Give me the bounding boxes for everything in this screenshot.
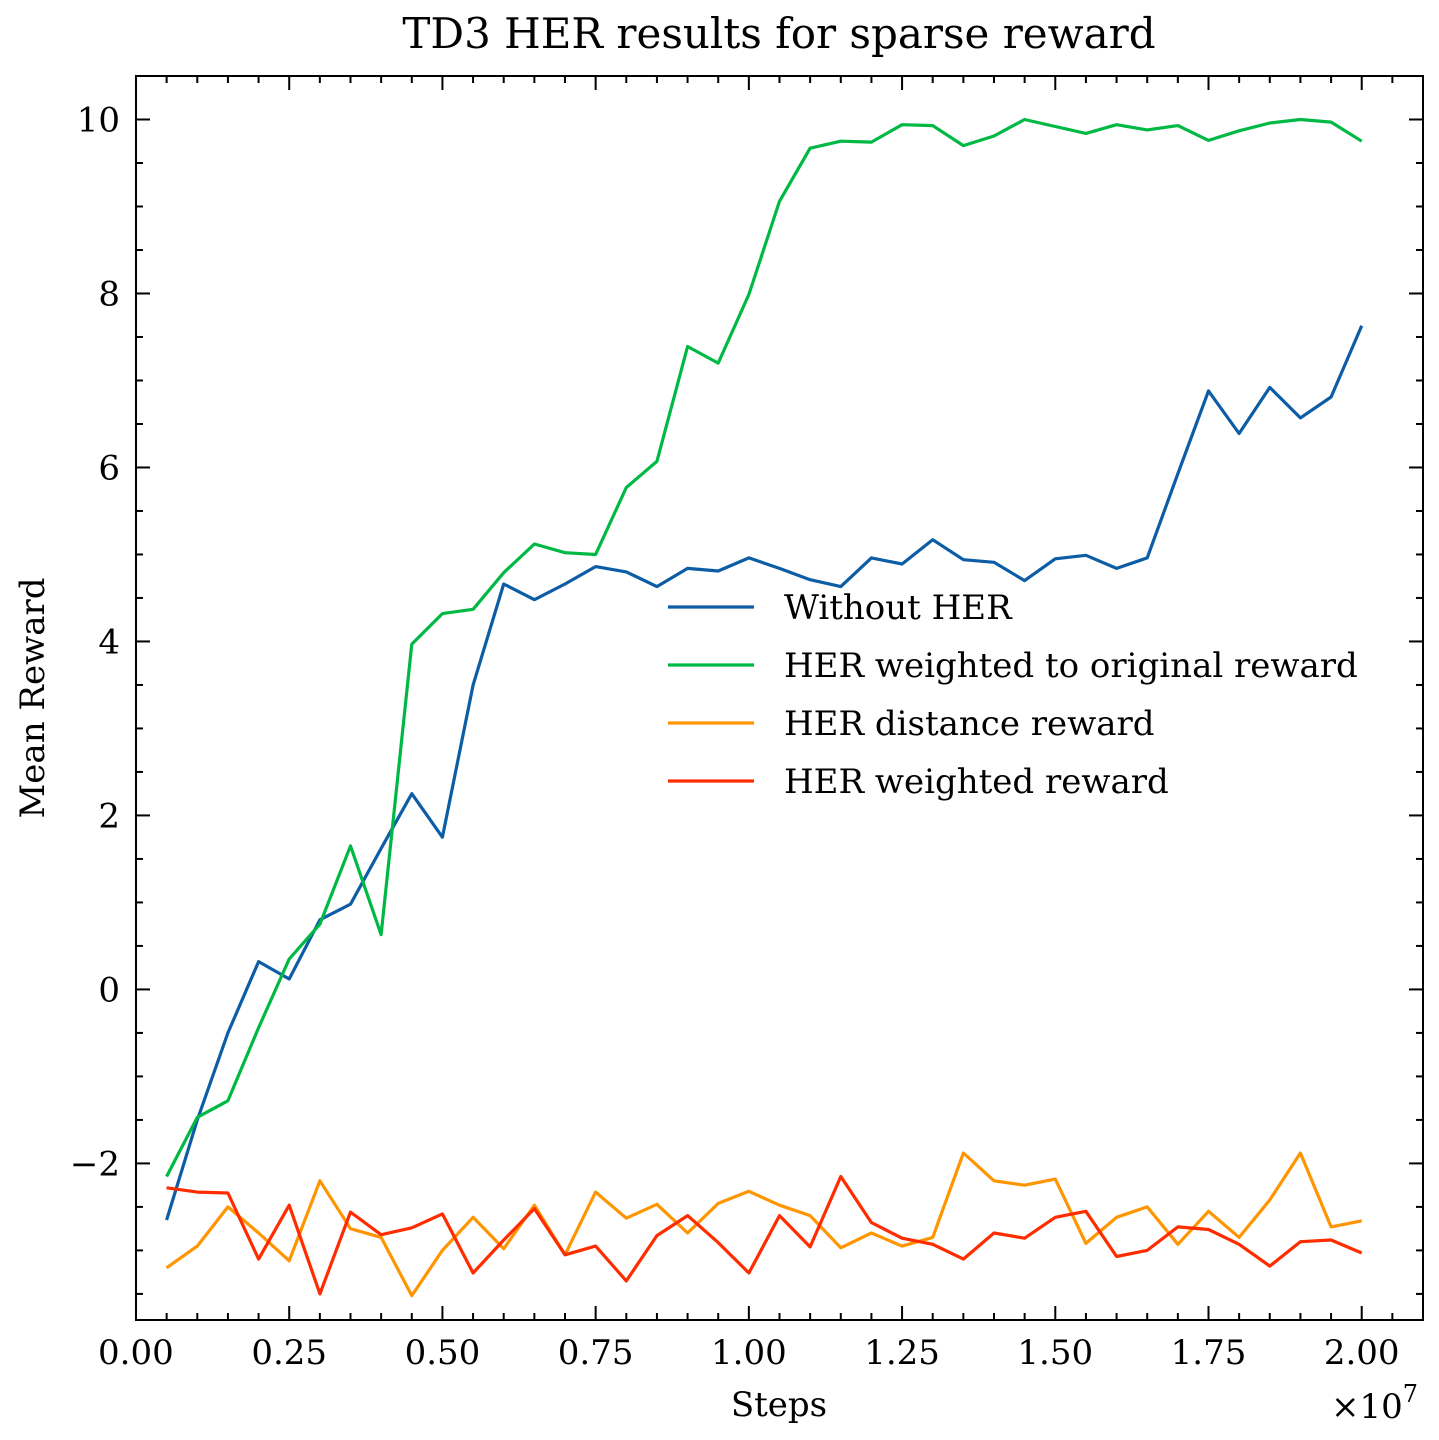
- series-line-3: [165, 1151, 1363, 1298]
- x-tick-label: 1.00: [711, 1333, 787, 1373]
- x-tick-label: 1.25: [864, 1333, 940, 1373]
- x-tick-label: 2.00: [1324, 1333, 1400, 1373]
- legend-label: HER distance reward: [784, 704, 1155, 744]
- legend-label: HER weighted to original reward: [784, 646, 1358, 686]
- x-multiplier: ×107: [1331, 1380, 1418, 1427]
- series-line-2: [165, 117, 1363, 1178]
- y-tick-label: −2: [70, 1144, 120, 1184]
- x-tick-label: 1.50: [1017, 1333, 1093, 1373]
- legend-label: Without HER: [784, 588, 1013, 628]
- x-tick-label: 0.75: [558, 1333, 634, 1373]
- y-tick-label: 0: [98, 970, 120, 1010]
- series-line-4: [166, 1174, 1363, 1296]
- x-tick-label: 0.25: [251, 1333, 327, 1373]
- x-tick-label: 0.00: [98, 1333, 174, 1373]
- y-tick-label: 8: [98, 274, 120, 314]
- x-axis-title: Steps: [731, 1385, 827, 1425]
- y-tick-label: 6: [98, 448, 120, 488]
- ticks-layer: [135, 76, 1423, 1320]
- y-tick-label: 4: [98, 622, 120, 662]
- chart-title: TD3 HER results for sparse reward: [402, 9, 1155, 58]
- series-line-1: [165, 325, 1364, 1221]
- y-tick-label: 2: [98, 796, 120, 836]
- tick-labels-layer: 0.00 0.25 0.50 0.75 1.00 1.25 1.50 1.75 2.00 −2 0 2…: [70, 100, 1400, 1373]
- x-multiplier-base: ×10: [1331, 1387, 1403, 1427]
- legend-label: HER weighted reward: [784, 762, 1169, 802]
- legend: Without HER HER weighted to original rewa…: [668, 588, 1358, 802]
- y-axis-title: Mean Reward: [13, 577, 53, 818]
- y-tick-label: 10: [77, 100, 120, 140]
- x-multiplier-exponent: 7: [1403, 1380, 1418, 1408]
- x-tick-label: 1.75: [1171, 1333, 1247, 1373]
- series-layer: [165, 117, 1364, 1298]
- plot-frame: [135, 75, 1424, 1321]
- x-tick-label: 0.50: [405, 1333, 481, 1373]
